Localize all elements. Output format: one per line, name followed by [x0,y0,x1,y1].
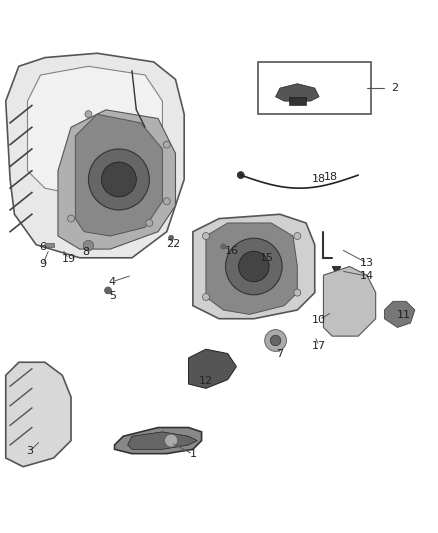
Text: 5: 5 [109,291,116,301]
Polygon shape [45,243,53,247]
Circle shape [146,220,153,227]
FancyBboxPatch shape [258,62,371,114]
Text: 16: 16 [225,246,239,256]
Polygon shape [115,427,201,454]
Circle shape [221,244,226,249]
Polygon shape [206,223,297,314]
Text: 17: 17 [312,341,326,351]
Text: 8: 8 [83,247,90,257]
Circle shape [202,232,209,239]
Text: 14: 14 [360,271,374,281]
Polygon shape [6,53,184,258]
Circle shape [202,294,209,301]
Circle shape [226,238,282,295]
Circle shape [105,287,112,294]
Text: 7: 7 [276,350,283,359]
Text: 2: 2 [391,83,398,93]
Text: 12: 12 [199,376,213,385]
Text: 22: 22 [166,239,180,249]
Polygon shape [385,301,415,327]
Circle shape [163,198,170,205]
Circle shape [237,172,244,179]
Circle shape [239,251,269,282]
Circle shape [88,149,149,210]
Circle shape [67,215,74,222]
Text: 9: 9 [39,260,46,269]
Polygon shape [75,114,162,236]
Circle shape [169,235,174,240]
Polygon shape [6,362,71,467]
Text: 19: 19 [62,254,76,264]
Polygon shape [28,66,162,197]
Text: 4: 4 [109,277,116,287]
Text: 18: 18 [312,174,326,184]
Text: 13: 13 [360,258,374,268]
Circle shape [265,329,286,351]
Bar [289,97,306,106]
Text: 3: 3 [26,447,33,456]
Polygon shape [127,432,197,449]
Circle shape [165,434,178,447]
Polygon shape [188,349,237,389]
Circle shape [102,162,136,197]
Text: 10: 10 [312,314,326,325]
Circle shape [294,232,301,239]
Text: 1: 1 [189,449,196,459]
Text: 6: 6 [39,242,46,252]
Polygon shape [193,214,315,319]
Text: 11: 11 [397,310,411,320]
Text: 18: 18 [323,172,338,182]
Circle shape [85,111,92,118]
Circle shape [83,240,94,251]
Polygon shape [276,84,319,101]
Circle shape [163,141,170,148]
Polygon shape [323,266,376,336]
Polygon shape [58,110,176,249]
Circle shape [294,289,301,296]
Text: 15: 15 [260,253,274,263]
Circle shape [270,335,281,346]
Polygon shape [332,266,341,275]
